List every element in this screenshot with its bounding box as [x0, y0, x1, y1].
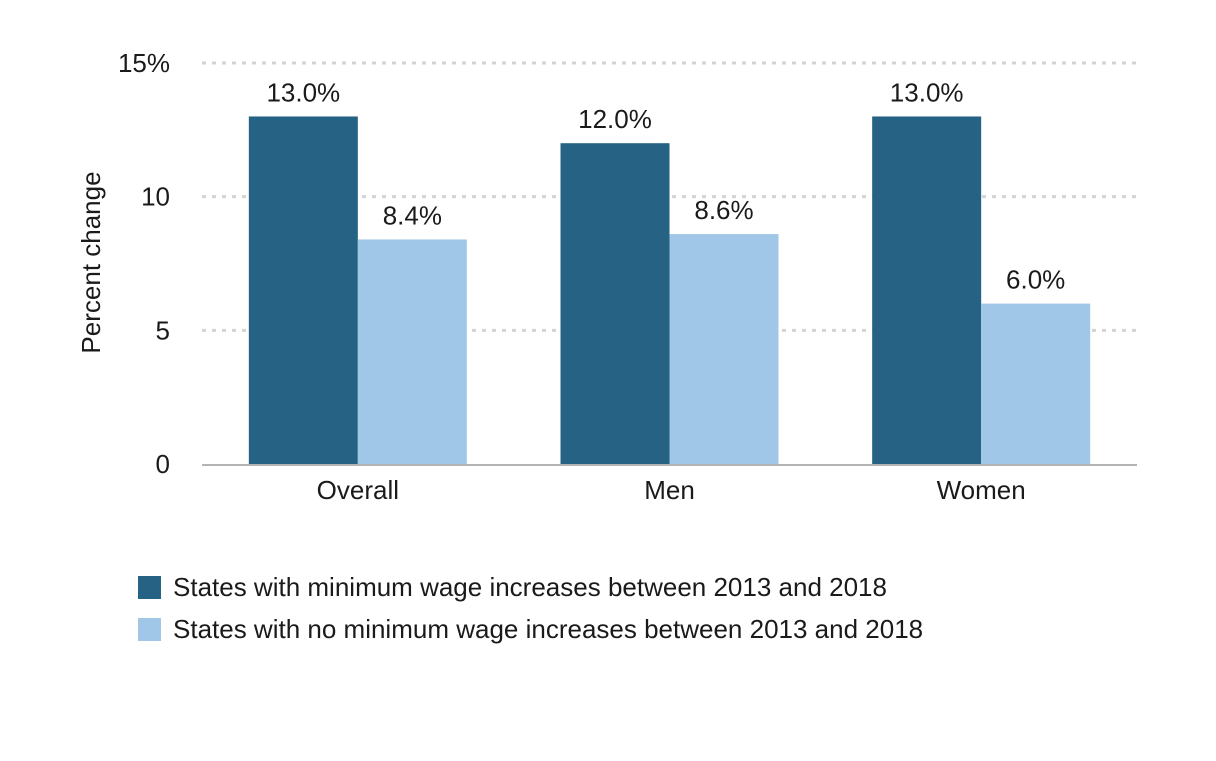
y-tick-label: 0 [156, 449, 170, 479]
bar-women-series-1 [872, 116, 982, 464]
data-label: 13.0% [890, 77, 964, 107]
data-label: 13.0% [266, 77, 340, 107]
data-label: 6.0% [1006, 265, 1065, 295]
bar-overall-series-2 [357, 239, 467, 464]
x-category-label: Overall [317, 475, 399, 505]
y-tick-label: 15% [118, 48, 170, 78]
bars [248, 116, 1091, 464]
bar-men-series-2 [669, 234, 779, 464]
bar-overall-series-1 [248, 116, 358, 464]
legend-swatch-series-1 [138, 575, 161, 599]
y-axis-ticks: 0 5 10 15% [118, 48, 170, 479]
x-category-label: Men [644, 475, 695, 505]
legend: States with minimum wage increases betwe… [138, 566, 923, 650]
data-label: 12.0% [578, 104, 652, 134]
legend-item-series-2: States with no minimum wage increases be… [138, 608, 923, 650]
data-label: 8.4% [383, 200, 442, 230]
bar-men-series-1 [560, 143, 670, 464]
y-tick-label: 10 [141, 182, 170, 212]
legend-item-series-1: States with minimum wage increases betwe… [138, 566, 923, 608]
x-axis-categories: Overall Men Women [317, 475, 1026, 505]
bar-women-series-2 [981, 303, 1091, 464]
bar-chart: 0 5 10 15% 13.0% 8.4% 12.0% 8.6% 13.0% 6.0% Over… [76, 48, 1137, 505]
legend-label-series-2: States with no minimum wage increases be… [173, 614, 924, 644]
legend-swatch-series-2 [138, 617, 161, 641]
data-labels: 13.0% 8.4% 12.0% 8.6% 13.0% 6.0% [266, 77, 1065, 294]
data-label: 8.6% [694, 195, 753, 225]
x-category-label: Women [937, 475, 1026, 505]
y-axis-title: Percent change [76, 171, 106, 353]
legend-label-series-1: States with minimum wage increases betwe… [173, 572, 887, 602]
y-tick-label: 5 [156, 315, 170, 345]
